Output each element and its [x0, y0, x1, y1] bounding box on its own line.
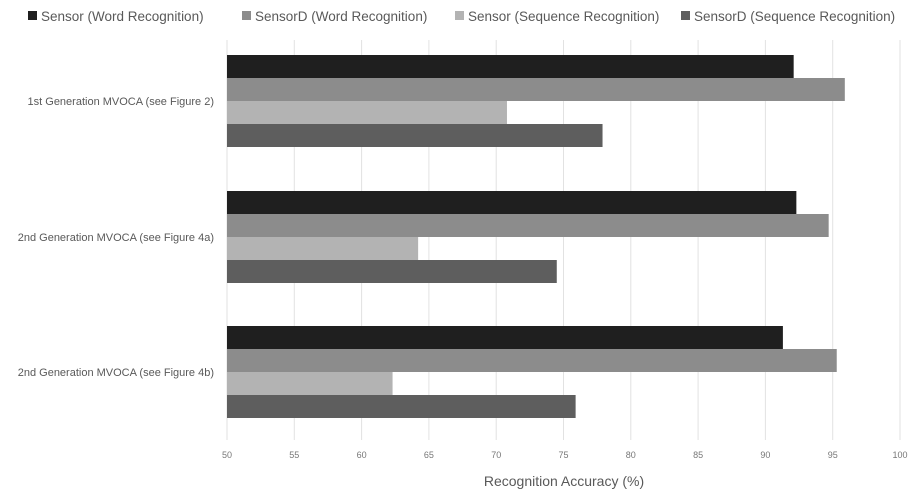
- x-tick-label: 75: [558, 450, 568, 460]
- legend-entry: SensorD (Sequence Recognition): [694, 9, 895, 24]
- x-tick-label: 60: [357, 450, 367, 460]
- x-tick-label: 95: [828, 450, 838, 460]
- x-tick-label: 70: [491, 450, 501, 460]
- bar: [227, 260, 557, 283]
- bar: [227, 349, 837, 372]
- bar: [227, 214, 829, 237]
- x-tick-label: 65: [424, 450, 434, 460]
- legend-entry: Sensor (Sequence Recognition): [468, 9, 659, 24]
- x-tick-label: 85: [693, 450, 703, 460]
- legend-swatch: [242, 11, 251, 20]
- bar: [227, 124, 603, 147]
- category-labels: 1st Generation MVOCA (see Figure 2) 2nd G…: [18, 96, 214, 379]
- bars: [227, 55, 845, 418]
- bar: [227, 372, 393, 395]
- x-tick-label: 80: [626, 450, 636, 460]
- legend-swatch: [455, 11, 464, 20]
- x-tick-labels: 50 55 60 65 70 75 80 85 90 95 100: [222, 450, 908, 460]
- bar: [227, 237, 419, 260]
- legend-swatch: [681, 11, 690, 20]
- legend-entry: Sensor (Word Recognition): [41, 9, 204, 24]
- bar: [227, 395, 576, 418]
- bar: [227, 55, 794, 78]
- bar: [227, 326, 783, 349]
- x-tick-label: 90: [760, 450, 770, 460]
- bar: [227, 191, 797, 214]
- x-tick-label: 50: [222, 450, 232, 460]
- legend-entry: SensorD (Word Recognition): [255, 9, 427, 24]
- x-tick-label: 100: [892, 450, 907, 460]
- legend-swatch: [28, 11, 37, 20]
- bar: [227, 78, 845, 101]
- x-axis-title: Recognition Accuracy (%): [484, 473, 644, 489]
- category-label: 2nd Generation MVOCA (see Figure 4b): [18, 367, 214, 379]
- bar: [227, 101, 507, 124]
- x-tick-label: 55: [289, 450, 299, 460]
- category-label: 1st Generation MVOCA (see Figure 2): [28, 96, 214, 108]
- legend: Sensor (Word Recognition) SensorD (Word R…: [28, 9, 895, 24]
- category-label: 2nd Generation MVOCA (see Figure 4a): [18, 232, 214, 244]
